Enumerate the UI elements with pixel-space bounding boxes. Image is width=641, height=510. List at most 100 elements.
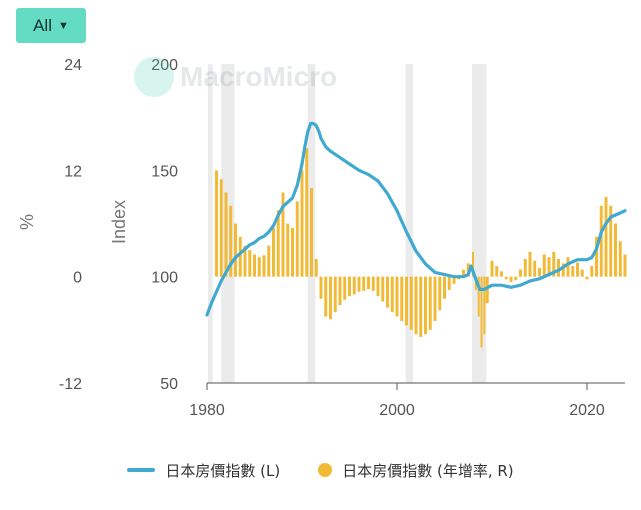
legend: 日本房價指數 (L) 日本房價指數 (年增率, R) xyxy=(0,456,641,484)
index-line-group xyxy=(205,121,627,317)
yoy-bar xyxy=(248,250,252,277)
yoy-bar xyxy=(419,276,423,337)
yoy-bar xyxy=(561,263,565,277)
yoy-bar xyxy=(390,276,394,313)
recession-band xyxy=(221,64,235,383)
yoy-bar xyxy=(291,227,294,277)
yoy-bar xyxy=(224,192,228,277)
yoy-bars xyxy=(215,148,627,348)
line-swatch-icon xyxy=(127,468,156,472)
yoy-bar xyxy=(462,269,465,277)
yoy-bar xyxy=(367,276,370,290)
yoy-bar xyxy=(324,276,328,317)
legend-item-yoy[interactable]: 日本房價指數 (年增率, R) xyxy=(318,460,514,481)
y-right-tick-label: 24 xyxy=(64,57,82,74)
y-left-tick-label: 150 xyxy=(151,163,178,180)
yoy-bar xyxy=(395,276,399,317)
yoy-bar xyxy=(428,276,432,330)
yoy-bar xyxy=(300,170,304,277)
chevron-down-icon: ▼ xyxy=(58,19,69,32)
y-right-tick-label: 12 xyxy=(64,163,82,180)
yoy-bar xyxy=(566,257,570,277)
watermark-text: MacroMicro xyxy=(180,61,338,92)
yoy-bar xyxy=(542,254,546,277)
yoy-bar xyxy=(362,276,366,291)
y-left-tick-label: 100 xyxy=(151,270,178,287)
watermark: MacroMicro xyxy=(134,57,337,97)
yoy-bar xyxy=(234,223,237,277)
yoy-bar xyxy=(357,276,361,292)
yoy-bar xyxy=(472,251,474,277)
x-tick-label: 2020 xyxy=(569,402,605,419)
y-axis-label-index: Index xyxy=(109,200,129,244)
yoy-bar xyxy=(305,148,309,277)
yoy-bar xyxy=(338,276,342,306)
y-right-tick-label: 0 xyxy=(73,270,82,287)
yoy-bar xyxy=(571,266,575,277)
yoy-bar xyxy=(314,258,318,277)
yoy-bar xyxy=(618,241,622,277)
legend-item-index[interactable]: 日本房價指數 (L) xyxy=(127,460,280,481)
yoy-bar xyxy=(447,276,451,290)
yoy-bar xyxy=(480,276,483,348)
yoy-bar xyxy=(519,269,522,277)
yoy-bar xyxy=(253,254,256,277)
yoy-bar xyxy=(528,251,532,277)
yoy-bar xyxy=(477,276,480,317)
yoy-bar xyxy=(495,266,499,277)
yoy-bar xyxy=(523,258,527,277)
yoy-bar xyxy=(262,255,266,277)
yoy-bar xyxy=(483,276,486,335)
yoy-bar xyxy=(348,276,351,297)
yoy-bar xyxy=(595,236,598,277)
yoy-bar xyxy=(552,251,556,277)
yoy-bar xyxy=(547,257,551,277)
x-tick-label: 2000 xyxy=(379,402,415,419)
recession-band xyxy=(207,64,213,383)
index-line xyxy=(205,121,627,317)
yoy-bar xyxy=(557,258,560,277)
yoy-bar xyxy=(386,276,389,308)
yoy-bar xyxy=(452,276,456,284)
recession-band xyxy=(472,64,487,383)
yoy-bar xyxy=(500,271,503,277)
yoy-bar xyxy=(319,276,323,299)
recession-band xyxy=(405,64,414,383)
x-tick-label: 1980 xyxy=(189,402,225,419)
yoy-bar xyxy=(414,276,418,335)
yoy-bar xyxy=(609,205,613,277)
yoy-bar xyxy=(623,254,627,277)
chart: 1980 2000 2020 200 150 100 50 24 12 0 -12 % Index xyxy=(17,57,627,419)
yoy-bar xyxy=(295,201,299,277)
yoy-bar xyxy=(281,192,285,277)
yoy-bar xyxy=(310,188,313,277)
yoy-bar xyxy=(533,260,537,277)
range-select-label: All xyxy=(33,15,52,35)
legend-label-index: 日本房價指數 (L) xyxy=(165,461,281,480)
yoy-bar xyxy=(576,262,579,277)
yoy-bar xyxy=(485,276,489,304)
yoy-bar xyxy=(599,205,603,277)
yoy-bar xyxy=(343,276,347,300)
yoy-bar xyxy=(286,223,290,277)
yoy-bar xyxy=(381,276,385,302)
yoy-bar xyxy=(580,269,584,277)
yoy-bar xyxy=(272,227,275,277)
yoy-bar xyxy=(400,276,404,321)
axes: 1980 2000 2020 200 150 100 50 24 12 0 -12 xyxy=(59,57,625,419)
yoy-bar xyxy=(267,245,271,277)
y-left-tick-label: 50 xyxy=(160,376,178,393)
yoy-bar xyxy=(215,170,218,277)
yoy-bar xyxy=(229,205,233,277)
y-left-tick-label: 200 xyxy=(151,57,178,74)
yoy-bar xyxy=(585,276,589,280)
yoy-bar xyxy=(276,210,280,277)
yoy-bar xyxy=(604,196,608,277)
yoy-bar xyxy=(424,276,427,335)
yoy-bar xyxy=(433,276,437,321)
y-right-tick-label: -12 xyxy=(59,376,82,393)
yoy-bar xyxy=(352,276,356,295)
yoy-bar xyxy=(371,276,375,291)
range-select-button[interactable]: All ▼ xyxy=(16,8,86,43)
yoy-bar xyxy=(405,276,408,326)
